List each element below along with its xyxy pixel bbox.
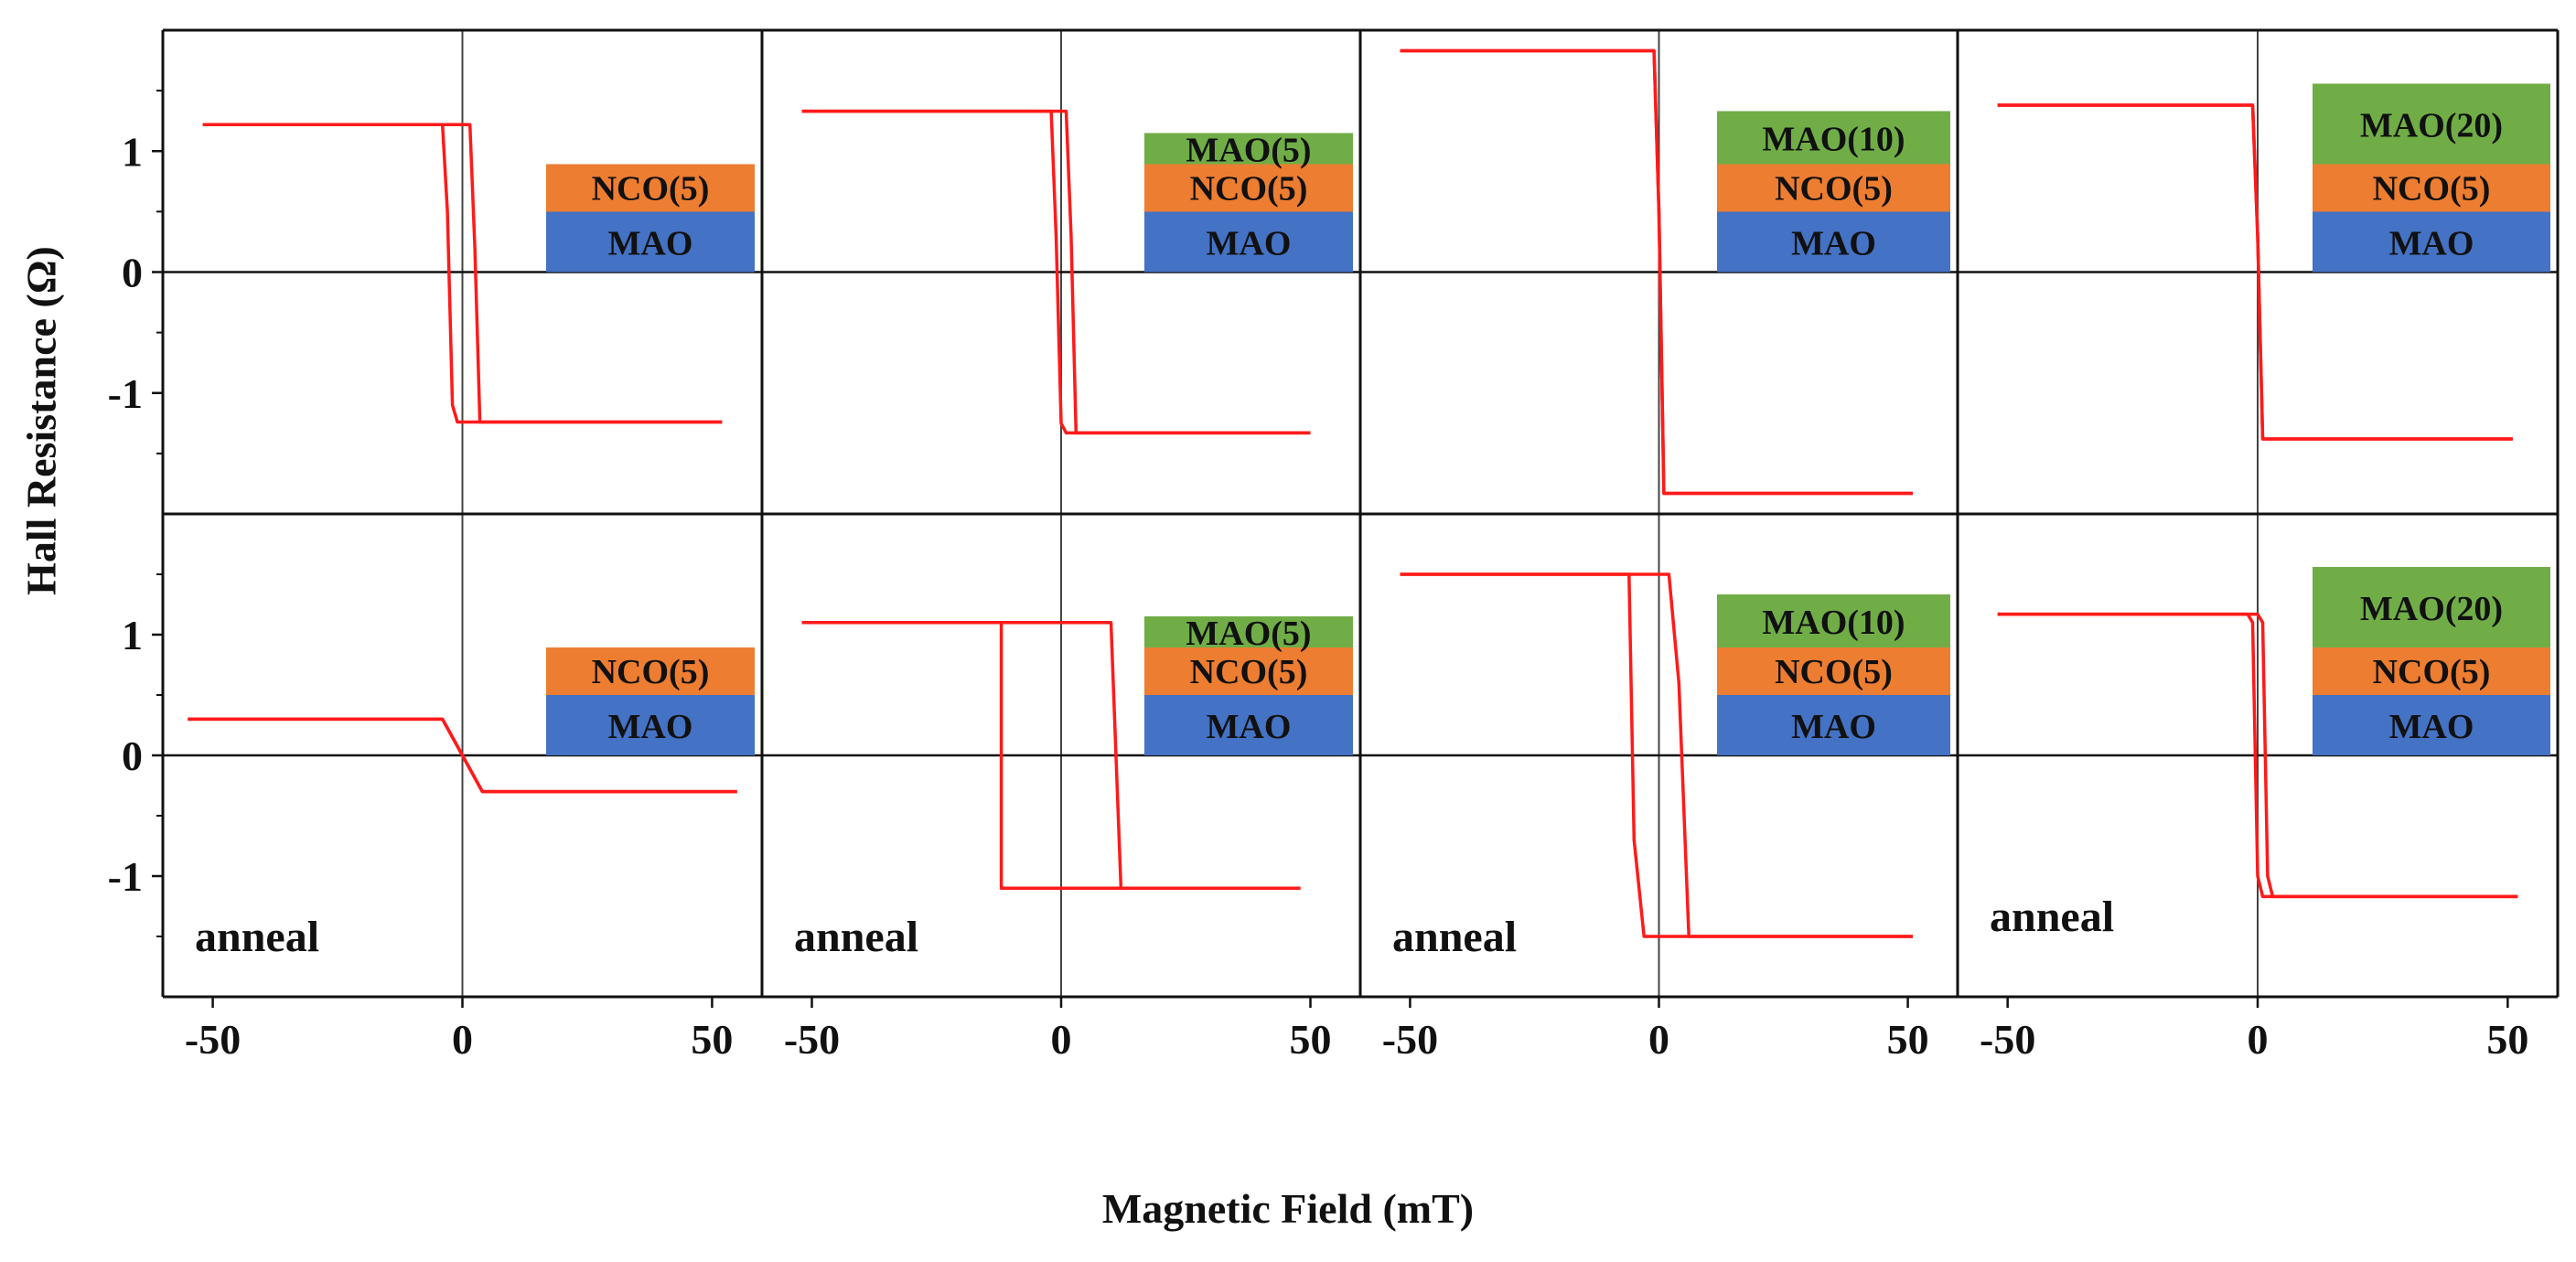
layer-mao-cap	[1144, 616, 1353, 647]
y-tick-label: 1	[122, 128, 143, 175]
panel-1-3: MAO NCO(5) MAO(10)	[1360, 30, 1958, 514]
layer-label-mao: MAO	[1207, 708, 1292, 746]
layer-label-mao-cap: MAO(10)	[1762, 604, 1905, 642]
layer-mao-substrate	[1717, 695, 1950, 755]
x-tick-label: 0	[2248, 1016, 2269, 1063]
panel-1-4: MAO NCO(5) MAO(20)	[1958, 30, 2558, 514]
x-tick-label: -50	[1382, 1016, 1438, 1063]
x-tick-label: 0	[1051, 1016, 1072, 1063]
layer-label-mao: MAO	[608, 708, 693, 746]
layer-label-mao: MAO	[2389, 708, 2474, 746]
x-axis-label: Magnetic Field (mT)	[1101, 1185, 1475, 1232]
y-axis-label-text: Hall Resistance (Ω)	[17, 246, 65, 595]
layer-nco	[546, 647, 755, 695]
panel-2-2: MAO NCO(5)MAO(5) anneal -50 0 50	[762, 514, 1360, 1063]
x-tick-label: 50	[2486, 1016, 2528, 1063]
layer-mao-substrate	[2313, 211, 2550, 273]
layer-label-mao-cap: MAO(5)	[1186, 132, 1311, 170]
layer-label-nco: NCO(5)	[592, 653, 710, 691]
hysteresis-sweep-up	[801, 109, 1311, 435]
layer-label-mao: MAO	[1791, 225, 1876, 263]
layer-label-mao: MAO	[1791, 708, 1876, 746]
x-tick-label: -50	[1980, 1016, 2035, 1063]
anneal-label: anneal	[1392, 913, 1517, 961]
layer-nco	[1717, 647, 1950, 695]
x-tick-label: 0	[1648, 1016, 1669, 1063]
layer-label-nco: NCO(5)	[2373, 653, 2491, 691]
hysteresis-sweep-up	[1997, 103, 2513, 441]
layer-nco	[2313, 647, 2550, 695]
layer-label-mao-cap: MAO(20)	[2360, 107, 2503, 145]
x-tick-label: 50	[691, 1016, 733, 1063]
layer-mao-cap	[2313, 567, 2550, 647]
hysteresis-sweep-up	[202, 123, 723, 424]
layer-label-nco: NCO(5)	[1775, 653, 1893, 691]
x-tick-label: -50	[185, 1016, 241, 1063]
layer-label-mao: MAO	[2389, 225, 2474, 263]
panel-2-4: MAO NCO(5) MAO(20) anneal -50 0 50	[1958, 514, 2558, 1063]
layer-nco	[2313, 164, 2550, 212]
panel-1-1: MAO NCO(5) 1 0 -1	[108, 30, 762, 514]
layer-label-nco: NCO(5)	[1190, 653, 1308, 691]
layer-mao-cap	[1144, 133, 1353, 165]
layer-mao-substrate	[1144, 211, 1353, 273]
y-tick-label: -1	[108, 370, 143, 417]
anneal-label: anneal	[195, 913, 319, 961]
layer-mao-cap	[1717, 111, 1950, 165]
layer-mao-substrate	[2313, 695, 2550, 755]
layer-label-nco: NCO(5)	[1190, 170, 1308, 209]
hysteresis-sweep-up	[188, 717, 737, 794]
x-tick-label: -50	[784, 1016, 840, 1063]
layer-nco	[1717, 164, 1950, 212]
layer-label-mao: MAO	[608, 225, 693, 263]
x-tick-label: 50	[1887, 1016, 1929, 1063]
layer-label-nco: NCO(5)	[1775, 170, 1893, 209]
y-tick-label: 1	[122, 612, 143, 658]
anneal-label: anneal	[1990, 893, 2114, 941]
layer-nco	[546, 164, 755, 212]
layer-mao-substrate	[1144, 695, 1353, 755]
layer-label-nco: NCO(5)	[2373, 170, 2491, 209]
layer-mao-substrate	[546, 211, 755, 273]
layer-mao-cap	[1717, 594, 1950, 647]
hysteresis-sweep-up	[1400, 572, 1913, 938]
y-tick-label: 0	[122, 250, 143, 296]
panel-2-1: MAO NCO(5) anneal -50 0 50 1 0 -1	[108, 514, 762, 1063]
layer-label-mao-cap: MAO(10)	[1762, 121, 1905, 159]
layer-label-mao-cap: MAO(20)	[2360, 590, 2503, 628]
layer-nco	[1144, 164, 1353, 212]
hysteresis-sweep-up	[801, 621, 1301, 890]
hysteresis-sweep-up	[1400, 48, 1913, 496]
layer-mao-cap	[2313, 83, 2550, 165]
y-tick-label: 0	[122, 733, 143, 779]
panel-2-3: MAO NCO(5) MAO(10) anneal -50 0 50	[1360, 514, 1958, 1063]
layer-nco	[1144, 647, 1353, 695]
x-tick-label: 50	[1290, 1016, 1332, 1063]
layer-label-mao: MAO	[1207, 225, 1292, 263]
hysteresis-sweep-up	[1997, 612, 2518, 899]
layer-mao-substrate	[546, 695, 755, 755]
layer-label-mao-cap: MAO(5)	[1186, 615, 1311, 653]
layer-label-nco: NCO(5)	[592, 170, 710, 209]
layer-mao-substrate	[1717, 211, 1950, 273]
anneal-label: anneal	[794, 913, 918, 961]
y-tick-label: -1	[108, 853, 143, 900]
panel-1-2: MAO NCO(5)MAO(5)	[762, 30, 1360, 514]
x-tick-label: 0	[452, 1016, 473, 1063]
